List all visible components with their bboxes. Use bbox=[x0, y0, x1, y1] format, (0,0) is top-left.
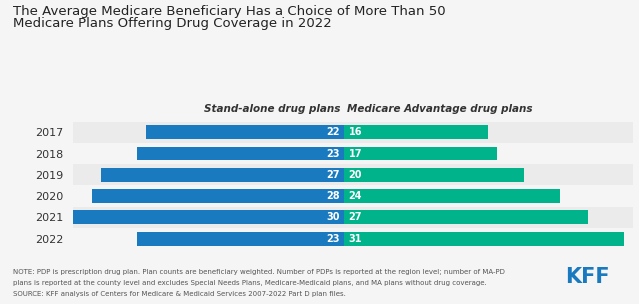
Text: SOURCE: KFF analysis of Centers for Medicare & Medicaid Services 2007-2022 Part : SOURCE: KFF analysis of Centers for Medi… bbox=[13, 291, 346, 297]
Text: 17: 17 bbox=[348, 149, 362, 158]
Text: Stand-alone drug plans: Stand-alone drug plans bbox=[204, 104, 341, 114]
Text: 28: 28 bbox=[326, 191, 339, 201]
Bar bbox=[146, 125, 344, 139]
Text: KFF: KFF bbox=[566, 267, 610, 287]
Text: 16: 16 bbox=[348, 127, 362, 137]
Bar bbox=[73, 185, 633, 207]
Bar bbox=[73, 207, 633, 228]
Bar bbox=[73, 143, 633, 164]
Bar bbox=[73, 228, 633, 249]
Text: 20: 20 bbox=[348, 170, 362, 180]
Text: 27: 27 bbox=[348, 212, 362, 222]
Text: Medicare Advantage drug plans: Medicare Advantage drug plans bbox=[347, 104, 533, 114]
Bar bbox=[137, 232, 344, 246]
Text: 23: 23 bbox=[326, 234, 339, 244]
Text: 27: 27 bbox=[326, 170, 339, 180]
Bar bbox=[91, 189, 344, 203]
Text: NOTE: PDP is prescription drug plan. Plan counts are beneficiary weighted. Numbe: NOTE: PDP is prescription drug plan. Pla… bbox=[13, 269, 505, 275]
Text: plans is reported at the county level and excludes Special Needs Plans, Medicare: plans is reported at the county level an… bbox=[13, 280, 486, 286]
Text: 22: 22 bbox=[326, 127, 339, 137]
Text: 31: 31 bbox=[348, 234, 362, 244]
Text: Medicare Plans Offering Drug Coverage in 2022: Medicare Plans Offering Drug Coverage in… bbox=[13, 17, 332, 30]
Bar bbox=[73, 164, 633, 185]
Bar bbox=[344, 210, 587, 224]
Bar bbox=[100, 168, 344, 182]
Bar bbox=[344, 147, 497, 161]
Bar bbox=[344, 168, 525, 182]
Bar bbox=[73, 122, 633, 143]
Bar bbox=[73, 210, 344, 224]
Text: 30: 30 bbox=[326, 212, 339, 222]
Bar bbox=[344, 232, 624, 246]
Text: 24: 24 bbox=[348, 191, 362, 201]
Bar bbox=[344, 125, 488, 139]
Bar bbox=[344, 189, 560, 203]
Bar bbox=[137, 147, 344, 161]
Text: The Average Medicare Beneficiary Has a Choice of More Than 50: The Average Medicare Beneficiary Has a C… bbox=[13, 5, 445, 18]
Text: 23: 23 bbox=[326, 149, 339, 158]
